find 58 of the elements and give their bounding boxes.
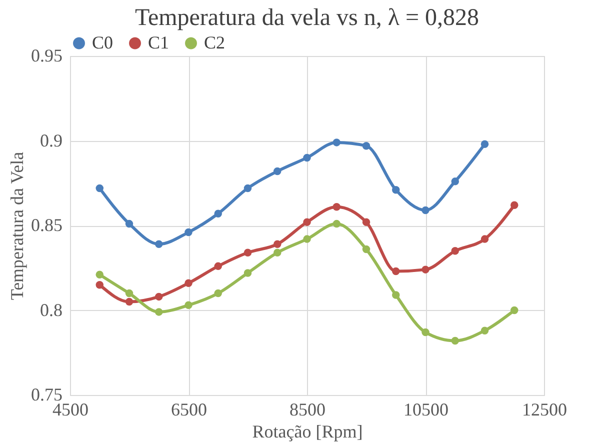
legend-label: C0 xyxy=(92,32,114,52)
point xyxy=(451,178,459,186)
point xyxy=(214,262,222,270)
point xyxy=(392,267,400,276)
legend-label: C1 xyxy=(148,32,170,52)
point xyxy=(244,184,252,192)
point xyxy=(392,186,400,194)
x-tick-label: 6500 xyxy=(171,400,207,420)
point xyxy=(422,328,430,336)
x-tick-label: 10500 xyxy=(404,400,448,420)
point xyxy=(244,269,252,277)
x-tick-label: 12500 xyxy=(522,400,567,420)
point xyxy=(332,202,340,211)
point xyxy=(422,266,430,274)
point xyxy=(125,298,134,306)
point xyxy=(184,301,192,310)
point xyxy=(303,218,311,226)
y-tick-label: 0.85 xyxy=(31,215,62,235)
point xyxy=(510,306,518,314)
y-tick-label: 0.95 xyxy=(31,46,62,66)
point xyxy=(125,220,134,228)
point xyxy=(244,248,252,256)
point xyxy=(480,235,489,243)
point xyxy=(332,138,340,146)
point xyxy=(96,280,104,289)
point xyxy=(96,184,104,192)
point xyxy=(451,336,459,345)
point xyxy=(451,247,459,255)
point xyxy=(155,292,163,301)
point xyxy=(510,201,518,210)
point xyxy=(362,218,370,226)
point xyxy=(155,308,163,316)
point xyxy=(303,235,311,243)
point xyxy=(332,220,340,228)
point xyxy=(155,240,163,248)
y-tick-label: 0.8 xyxy=(40,300,62,320)
x-axis-title: Rotação [Rpm] xyxy=(252,422,363,442)
x-tick-label: 8500 xyxy=(290,400,326,420)
point xyxy=(480,326,489,334)
point xyxy=(274,167,282,176)
point xyxy=(184,228,192,236)
point xyxy=(392,291,400,299)
point xyxy=(422,206,430,214)
point xyxy=(274,248,282,256)
point xyxy=(362,142,370,150)
point xyxy=(274,240,282,248)
point xyxy=(480,140,489,148)
point xyxy=(214,210,222,218)
point xyxy=(362,245,370,254)
point xyxy=(96,270,104,279)
point xyxy=(125,289,134,298)
point xyxy=(214,289,222,298)
y-axis-title: Temperatura da Vela xyxy=(7,152,27,300)
legend-label: C2 xyxy=(204,32,226,52)
point xyxy=(184,279,192,287)
chart-title: Temperatura da vela vs n, λ = 0,828 xyxy=(134,5,480,31)
y-tick-label: 0.9 xyxy=(40,130,62,150)
point xyxy=(303,154,311,162)
